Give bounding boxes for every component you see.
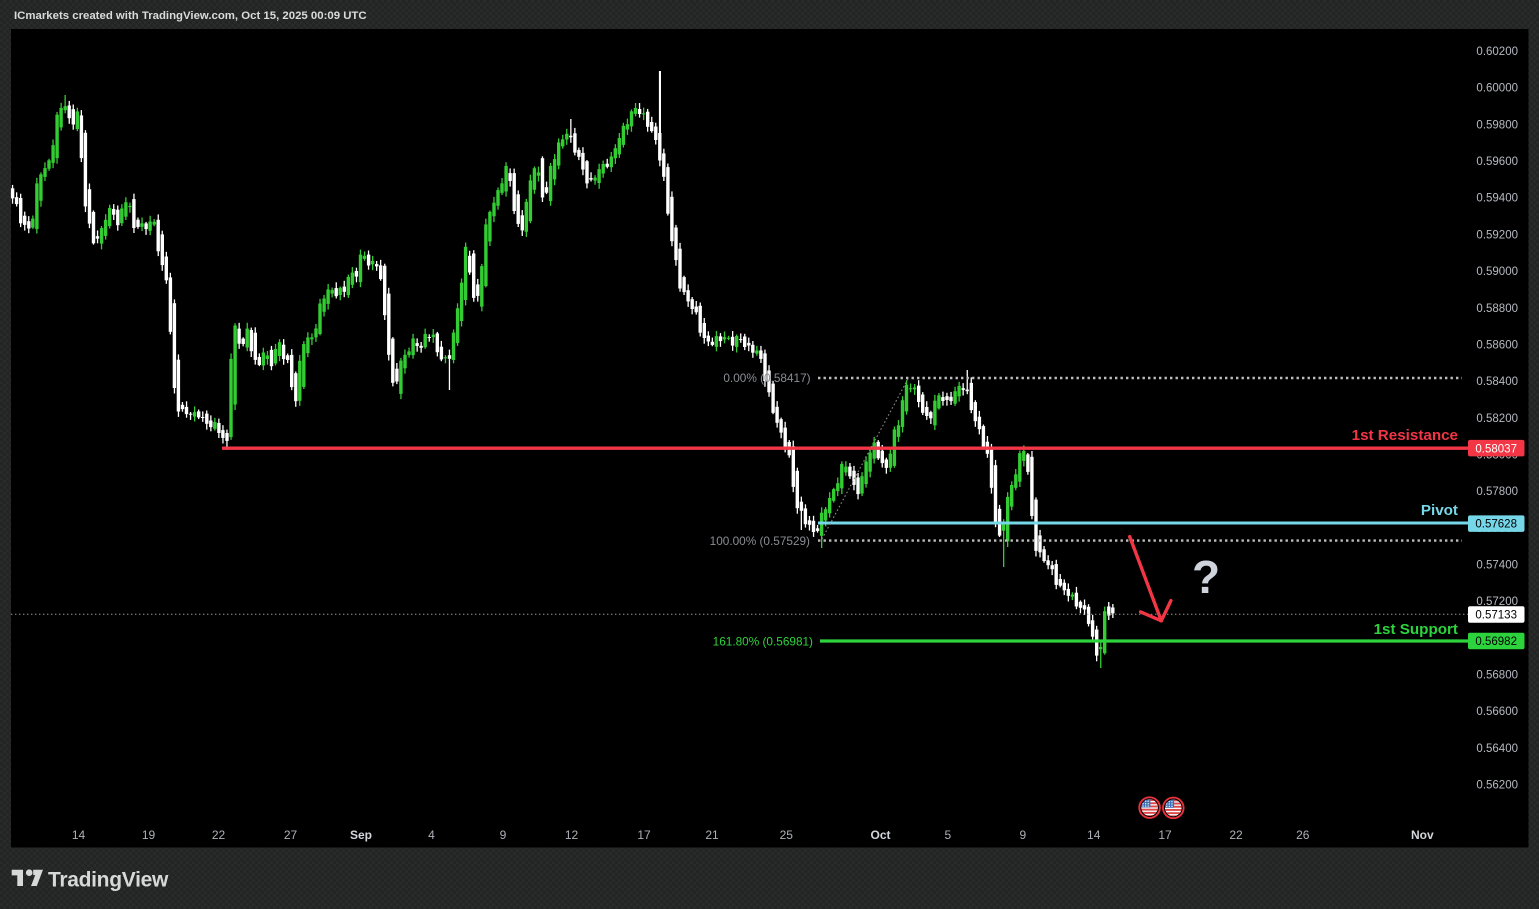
svg-text:0.58200: 0.58200 (1476, 413, 1518, 425)
svg-text:14: 14 (1087, 828, 1101, 842)
svg-text:0.58400: 0.58400 (1476, 376, 1518, 388)
svg-text:26: 26 (1296, 828, 1310, 842)
svg-text:ICmarkets created with Trading: ICmarkets created with TradingView.com, … (14, 10, 367, 22)
svg-text:1st Support: 1st Support (1374, 621, 1458, 638)
svg-text:0.59400: 0.59400 (1476, 193, 1518, 205)
svg-text:0.56200: 0.56200 (1476, 780, 1518, 792)
svg-text:9: 9 (1019, 828, 1026, 842)
svg-text:22: 22 (212, 828, 226, 842)
svg-text:0.57800: 0.57800 (1476, 486, 1518, 498)
svg-text:100.00% (0.57529): 100.00% (0.57529) (710, 534, 810, 548)
svg-text:0.00% (0.58417): 0.00% (0.58417) (723, 371, 810, 385)
svg-text:12: 12 (565, 828, 579, 842)
svg-text:0.60200: 0.60200 (1476, 46, 1518, 58)
svg-text:?: ? (1192, 551, 1220, 603)
svg-text:21: 21 (705, 828, 719, 842)
svg-text:0.56400: 0.56400 (1476, 743, 1518, 755)
svg-text:4: 4 (428, 828, 435, 842)
svg-text:0.58600: 0.58600 (1476, 339, 1518, 351)
svg-text:Sep: Sep (350, 828, 372, 842)
svg-text:0.58800: 0.58800 (1476, 303, 1518, 315)
svg-text:25: 25 (780, 828, 794, 842)
svg-text:0.59000: 0.59000 (1476, 266, 1518, 278)
svg-text:14: 14 (72, 828, 86, 842)
svg-text:0.56982: 0.56982 (1475, 636, 1517, 648)
svg-text:TradingView: TradingView (48, 869, 169, 892)
svg-text:161.80% (0.56981): 161.80% (0.56981) (713, 635, 813, 649)
svg-text:Pivot: Pivot (1421, 502, 1458, 519)
svg-text:17: 17 (637, 828, 651, 842)
svg-text:1st Resistance: 1st Resistance (1352, 427, 1458, 444)
svg-text:0.59800: 0.59800 (1476, 119, 1518, 131)
svg-text:Oct: Oct (870, 828, 890, 842)
svg-text:0.56800: 0.56800 (1476, 670, 1518, 682)
svg-text:0.59200: 0.59200 (1476, 229, 1518, 241)
svg-text:0.57400: 0.57400 (1476, 560, 1518, 572)
svg-text:27: 27 (284, 828, 298, 842)
svg-text:19: 19 (142, 828, 156, 842)
svg-text:Nov: Nov (1411, 828, 1434, 842)
svg-text:0.59600: 0.59600 (1476, 156, 1518, 168)
svg-text:17: 17 (1158, 828, 1172, 842)
svg-text:0.60000: 0.60000 (1476, 83, 1518, 95)
svg-text:5: 5 (944, 828, 951, 842)
svg-text:0.57628: 0.57628 (1475, 519, 1517, 531)
svg-text:0.58037: 0.58037 (1475, 443, 1517, 455)
svg-text:22: 22 (1229, 828, 1243, 842)
svg-text:0.56600: 0.56600 (1476, 706, 1518, 718)
svg-text:9: 9 (500, 828, 507, 842)
svg-text:0.57200: 0.57200 (1476, 596, 1518, 608)
svg-text:0.57133: 0.57133 (1475, 610, 1517, 622)
